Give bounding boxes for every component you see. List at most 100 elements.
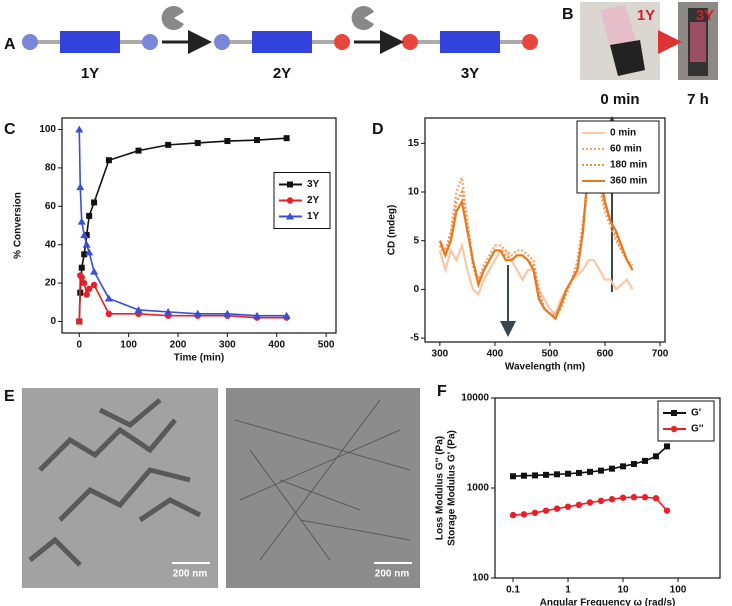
marker (609, 465, 616, 472)
legend-label: G'' (691, 424, 704, 435)
marker (90, 281, 98, 289)
marker (619, 494, 627, 501)
marker (664, 443, 671, 450)
y-axis-label: % Conversion (13, 192, 24, 259)
marker (254, 137, 261, 144)
panel-label: E (4, 388, 15, 405)
x-tick-label: 1 (565, 585, 571, 596)
plot-frame (424, 117, 666, 343)
marker (553, 505, 561, 512)
x-tick-label: 500 (318, 340, 335, 351)
marker (80, 231, 89, 239)
marker (641, 494, 649, 501)
marker (83, 291, 90, 298)
y-tick-label: 10 (408, 187, 420, 198)
marker (223, 309, 232, 317)
scale-bar-label: 200 nm (375, 569, 410, 580)
tem-image (226, 388, 420, 588)
x-axis-label: Angular Frequency ω (rad/s) (540, 598, 676, 606)
marker (663, 507, 671, 514)
marker (76, 318, 83, 325)
legend-label: 0 min (610, 128, 636, 139)
molecule-label: 1Y (81, 65, 99, 82)
marker (81, 251, 88, 258)
legend-label: 3Y (307, 179, 320, 190)
marker (520, 511, 528, 518)
marker (630, 494, 638, 501)
panel-label: B (562, 6, 574, 23)
marker (81, 279, 88, 287)
marker (193, 309, 202, 317)
marker (86, 212, 93, 219)
sample-tag: 3Y (696, 7, 714, 24)
y-tick-label: 40 (45, 239, 57, 250)
marker (532, 472, 539, 479)
marker (194, 139, 201, 146)
marker (564, 503, 572, 510)
marker (90, 267, 99, 275)
y-tick-label: 10000 (461, 393, 489, 404)
x-tick-label: 0 (76, 340, 82, 351)
y-tick-label: 0 (413, 284, 419, 295)
marker (134, 305, 143, 313)
marker (85, 248, 94, 256)
x-tick-label: 400 (487, 349, 504, 360)
marker (531, 509, 539, 517)
marker (670, 425, 678, 433)
marker (164, 307, 173, 315)
sample-time: 0 min (600, 91, 639, 108)
marker (671, 410, 677, 416)
molecule-label: 3Y (461, 65, 479, 82)
molecule (402, 31, 538, 53)
marker (597, 497, 605, 505)
molecule-label: 2Y (273, 65, 291, 82)
panel-label: A (4, 36, 16, 53)
marker (287, 181, 293, 188)
marker (78, 274, 85, 281)
marker (586, 499, 594, 506)
y-tick-label: 20 (45, 278, 57, 289)
enzyme-icon (351, 5, 374, 30)
x-axis-label: Time (min) (174, 353, 224, 364)
marker (283, 135, 290, 142)
marker (652, 495, 660, 502)
marker (83, 232, 90, 239)
legend-label: G' (691, 408, 701, 419)
sample-tag: 1Y (637, 7, 655, 24)
marker (82, 240, 91, 248)
x-tick-label: 600 (597, 349, 614, 360)
x-tick-label: 500 (542, 349, 559, 360)
legend-label: 1Y (307, 211, 320, 222)
marker (286, 212, 294, 220)
marker (543, 471, 550, 478)
marker (565, 470, 572, 477)
y-tick-label: 80 (45, 163, 57, 174)
x-tick-label: 0.1 (506, 585, 520, 596)
marker (165, 141, 172, 148)
legend-label: 360 min (610, 176, 647, 187)
marker (542, 507, 550, 514)
marker (135, 147, 142, 154)
marker (620, 463, 627, 470)
marker (85, 285, 93, 293)
y-tick-label: 0 (50, 316, 56, 327)
enzyme-icon (161, 6, 184, 31)
marker (282, 311, 291, 319)
x-tick-label: 100 (120, 340, 137, 351)
marker (105, 310, 113, 318)
panel-label: F (437, 383, 447, 400)
marker (253, 311, 262, 319)
y-tick-label: 100 (472, 573, 489, 584)
y-tick-label: 60 (45, 201, 57, 212)
marker (224, 138, 231, 145)
marker (78, 264, 85, 271)
micrographs: E 200 nm 200 nm (4, 388, 420, 588)
molecule (214, 31, 350, 53)
y-tick-label: 15 (408, 138, 420, 149)
marker (510, 473, 517, 480)
panel-label: C (4, 121, 16, 138)
marker (509, 511, 517, 519)
scale-bar-label: 200 nm (173, 569, 208, 580)
marker (653, 453, 660, 460)
marker (554, 471, 561, 478)
